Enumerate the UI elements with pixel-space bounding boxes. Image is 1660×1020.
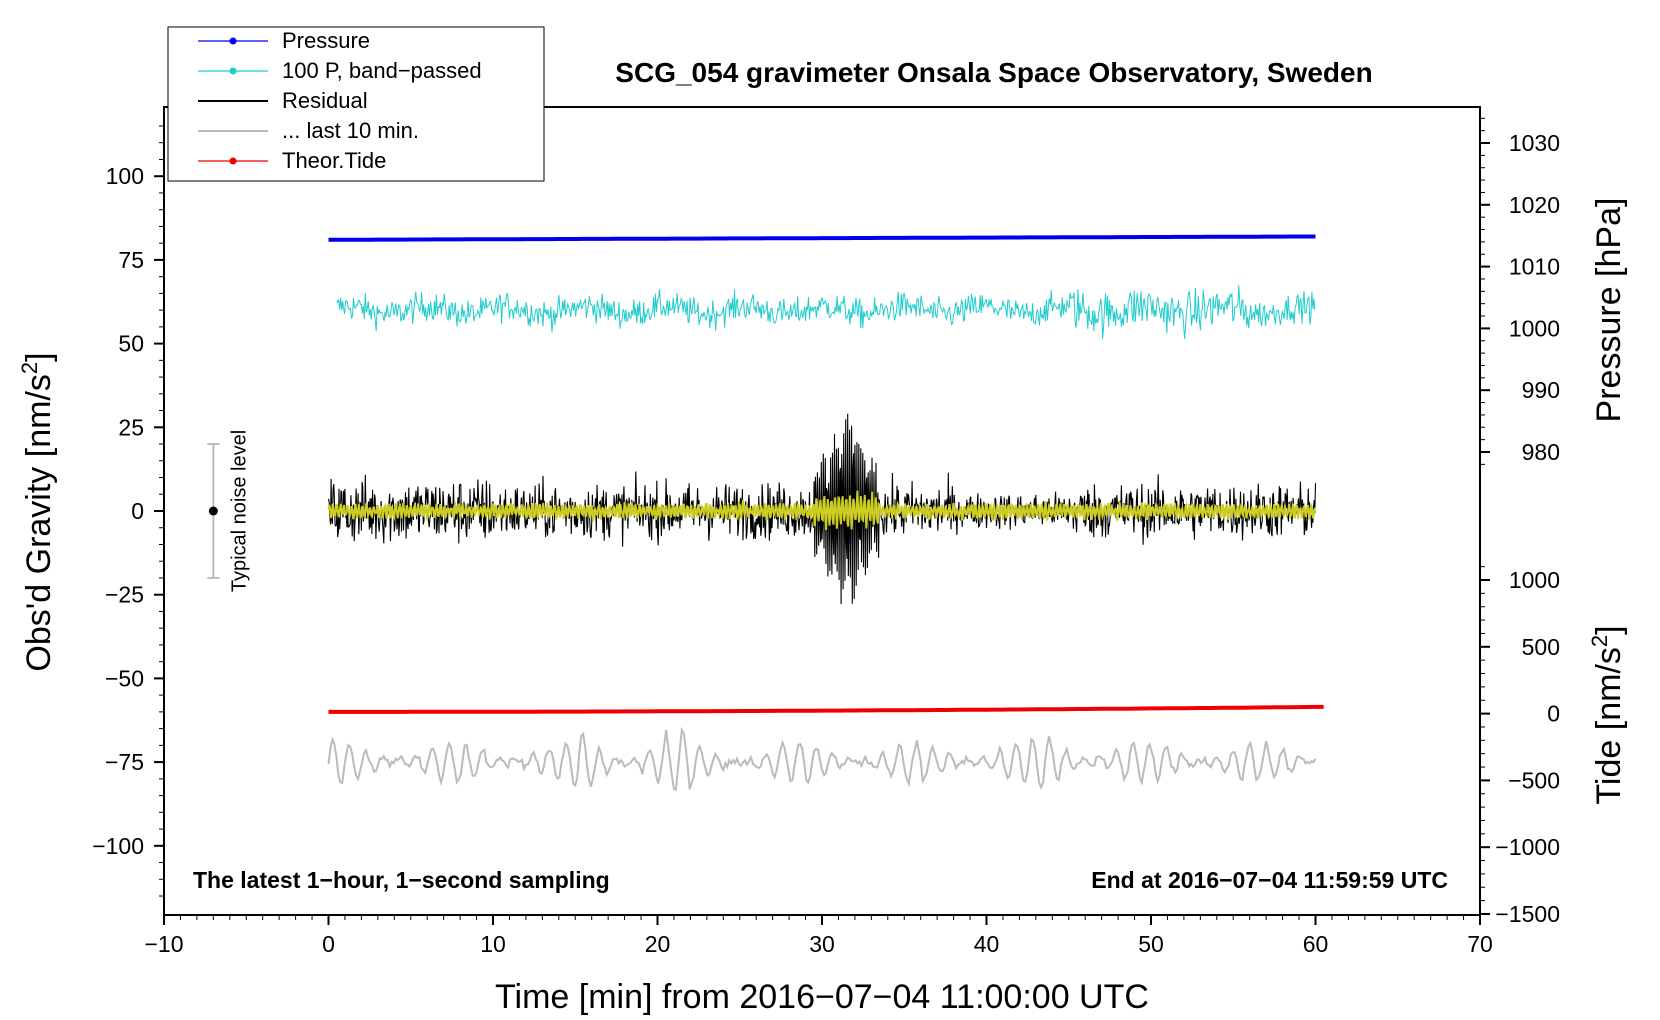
y-tick-label-2: 50 [118,331,144,357]
legend-item-pressure: Pressure [198,28,370,53]
tide-tick-label-1: 500 [1522,634,1560,660]
pressure-tick-label-4: 990 [1522,377,1560,403]
y-tick-label-7: −75 [105,749,144,775]
noise-bar-label: Typical noise level [228,430,250,592]
legend-box [167,26,545,182]
y-axis-title-left-close: ] [20,352,58,361]
series-band-passed-line [336,285,1316,340]
legend-label-last-10-min: ... last 10 min. [282,118,419,143]
x-axis-title: Time [min] from 2016−07−04 11:00:00 UTC [495,978,1149,1016]
legend-label-theor-tide: Theor.Tide [282,148,386,173]
y-axis-title-tide-main: Tide [nm/s [1590,647,1628,804]
tide-tick-label-2: 0 [1547,701,1560,727]
y-axis-title-left-sup: 2 [17,362,42,374]
legend-label-band-passed: 100 P, band−passed [282,58,482,83]
y-tick-label-0: 100 [106,163,144,189]
legend-label-pressure: Pressure [282,28,370,53]
ticks-layer: −10 0 10 20 30 40 50 60 701007550250−25−50−75−10… [92,117,1560,957]
annotation-left: The latest 1−hour, 1−second sampling [193,867,610,893]
series-residual-line [327,413,1317,605]
series-pressure-line [328,234,1316,242]
chart-title: SCG_054 gravimeter Onsala Space Observat… [615,57,1372,88]
x-tick-label-4: 30 [809,931,835,957]
legend-marker-theor-tide [229,157,237,165]
pressure-tick-label-0: 1030 [1509,130,1560,156]
x-tick-label-7: 60 [1303,931,1329,957]
x-tick-label-1: 0 [322,931,335,957]
legend-marker-pressure [229,37,237,45]
y-axis-title-pressure: Pressure [hPa] [1590,198,1628,423]
legend-item-theor-tide: Theor.Tide [198,148,386,173]
y-tick-label-4: 0 [131,498,144,524]
series-last-10-min-line [327,726,1317,792]
x-tick-label-2: 10 [480,931,506,957]
y-tick-label-6: −50 [105,665,144,691]
tide-tick-label-0: 1000 [1509,567,1560,593]
x-tick-label-6: 50 [1138,931,1164,957]
pressure-tick-label-1: 1020 [1509,192,1560,218]
series-theor-tide-line [328,704,1324,714]
y-axis-title-tide-close: ] [1590,625,1628,634]
legend-label-residual: Residual [282,88,368,113]
noise-bar-dot [208,506,218,516]
legend-item-band-passed: 100 P, band−passed [198,58,482,83]
legend: Pressure 100 P, band−passed Residual ...… [167,26,545,182]
y-tick-label-3: 25 [118,414,144,440]
x-tick-label-3: 20 [645,931,671,957]
y-axis-title-tide: Tide [nm/s2] [1587,625,1628,804]
y-axis-title-left-main: Obs'd Gravity [nm/s [20,374,58,671]
tide-tick-label-4: −1000 [1495,834,1560,860]
legend-item-last-10-min: ... last 10 min. [198,118,419,143]
legend-item-residual: Residual [198,88,368,113]
pressure-tick-label-2: 1010 [1509,254,1560,280]
x-tick-label-5: 40 [974,931,1000,957]
y-axis-title-left: Obs'd Gravity [nm/s2] [17,352,58,671]
y-axis-title-tide-sup: 2 [1587,635,1612,647]
annotation-right: End at 2016−07−04 11:59:59 UTC [1091,867,1448,893]
series-residual-smoothed-line [327,490,1317,530]
pressure-tick-label-5: 980 [1522,439,1560,465]
tide-tick-label-5: −1500 [1495,901,1560,927]
noise-bar: Typical noise level [207,430,250,592]
y-tick-label-1: 75 [118,247,144,273]
x-tick-label-8: 70 [1467,931,1493,957]
y-tick-label-5: −25 [105,582,144,608]
legend-marker-band-passed [229,67,237,75]
series-layer [327,234,1324,792]
y-tick-label-8: −100 [92,833,144,859]
x-tick-label-0: −10 [144,931,183,957]
pressure-tick-label-3: 1000 [1509,315,1560,341]
tide-tick-label-3: −500 [1508,767,1560,793]
